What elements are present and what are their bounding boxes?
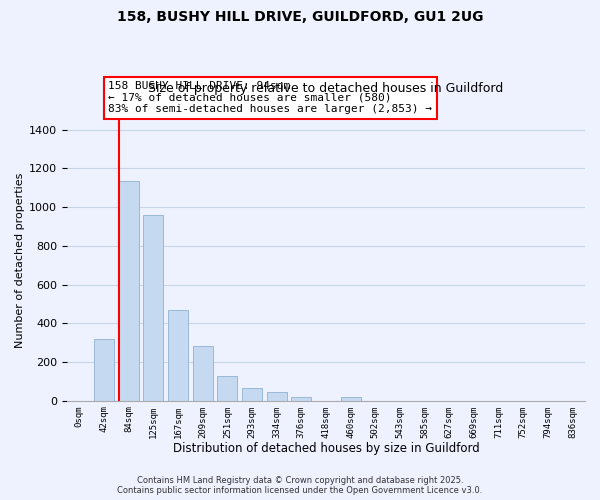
Bar (242, 388, 262, 400)
Bar (217, 376, 237, 400)
Text: 158, BUSHY HILL DRIVE, GUILDFORD, GU1 2UG: 158, BUSHY HILL DRIVE, GUILDFORD, GU1 2U… (117, 10, 483, 24)
Bar (94, 339, 114, 400)
Text: Contains HM Land Registry data © Crown copyright and database right 2025.
Contai: Contains HM Land Registry data © Crown c… (118, 476, 482, 495)
Bar (267, 392, 287, 400)
X-axis label: Distribution of detached houses by size in Guildford: Distribution of detached houses by size … (173, 442, 479, 455)
Text: 158 BUSHY HILL DRIVE: 94sqm
← 17% of detached houses are smaller (580)
83% of se: 158 BUSHY HILL DRIVE: 94sqm ← 17% of det… (109, 81, 433, 114)
Bar (143, 214, 163, 400)
Bar (119, 182, 139, 400)
Bar (292, 397, 311, 400)
Y-axis label: Number of detached properties: Number of detached properties (15, 172, 25, 348)
Title: Size of property relative to detached houses in Guildford: Size of property relative to detached ho… (148, 82, 503, 95)
Bar (193, 346, 212, 401)
Bar (168, 310, 188, 400)
Bar (341, 397, 361, 400)
